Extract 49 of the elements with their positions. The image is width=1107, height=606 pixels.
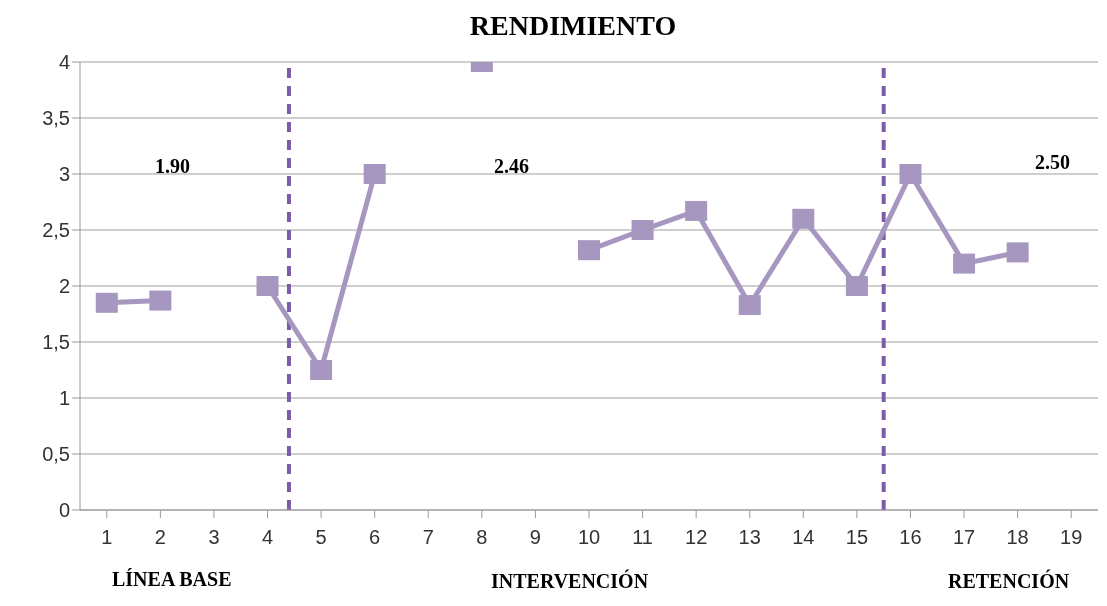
point [792, 208, 815, 229]
y-tick-label: 2 [58, 275, 70, 298]
x-tick-label: 16 [899, 526, 922, 549]
y-tick-label: 1,5 [42, 331, 70, 354]
annotation: 1.90 [155, 155, 190, 178]
point [310, 360, 333, 380]
chart-title: RENDIMIENTO [468, 10, 678, 42]
y-tick-label: 1 [58, 387, 70, 410]
point [685, 200, 708, 221]
x-tick-label: 1 [101, 526, 113, 549]
point [631, 220, 654, 240]
text: LÍNEA BASE [112, 568, 232, 591]
x-tick-label: 19 [1060, 526, 1083, 549]
point [149, 290, 172, 311]
y-tick-label: 0,5 [42, 443, 70, 466]
point [899, 164, 922, 184]
point [256, 276, 279, 296]
point [95, 292, 118, 313]
text: INTERVENCIÓN [491, 570, 649, 593]
x-tick-label: 17 [952, 526, 976, 549]
annotation: 2.46 [494, 155, 529, 178]
y-tick-label: 4 [58, 51, 70, 74]
x-tick-label: 9 [529, 526, 541, 549]
x-tick-label: 14 [792, 526, 815, 549]
x-tick-label: 12 [685, 526, 708, 549]
x-tick-label: 2 [154, 526, 166, 549]
y-tick-label: 3 [58, 163, 70, 186]
point [738, 295, 761, 316]
x-tick-label: 4 [261, 526, 274, 549]
x-tick-label: 5 [315, 526, 327, 549]
y-tick-label: 3,5 [42, 107, 70, 130]
y-tick-label: 0 [58, 499, 70, 522]
point [845, 276, 868, 296]
point [1006, 242, 1029, 263]
annotation: 2.50 [1035, 151, 1070, 174]
point [363, 164, 386, 184]
text: RETENCIÓN [948, 570, 1070, 593]
point [953, 253, 976, 274]
x-tick-label: 7 [422, 526, 434, 549]
x-tick-label: 11 [632, 526, 653, 549]
x-tick-label: 18 [1006, 526, 1029, 549]
x-tick-label: 13 [738, 526, 761, 549]
x-tick-label: 10 [577, 526, 601, 549]
point [578, 240, 600, 261]
x-tick-label: 3 [208, 526, 220, 549]
x-tick-label: 6 [369, 526, 381, 549]
x-tick-label: 15 [845, 526, 869, 549]
y-tick-label: 2,5 [42, 219, 70, 242]
x-tick-label: 8 [476, 526, 488, 549]
